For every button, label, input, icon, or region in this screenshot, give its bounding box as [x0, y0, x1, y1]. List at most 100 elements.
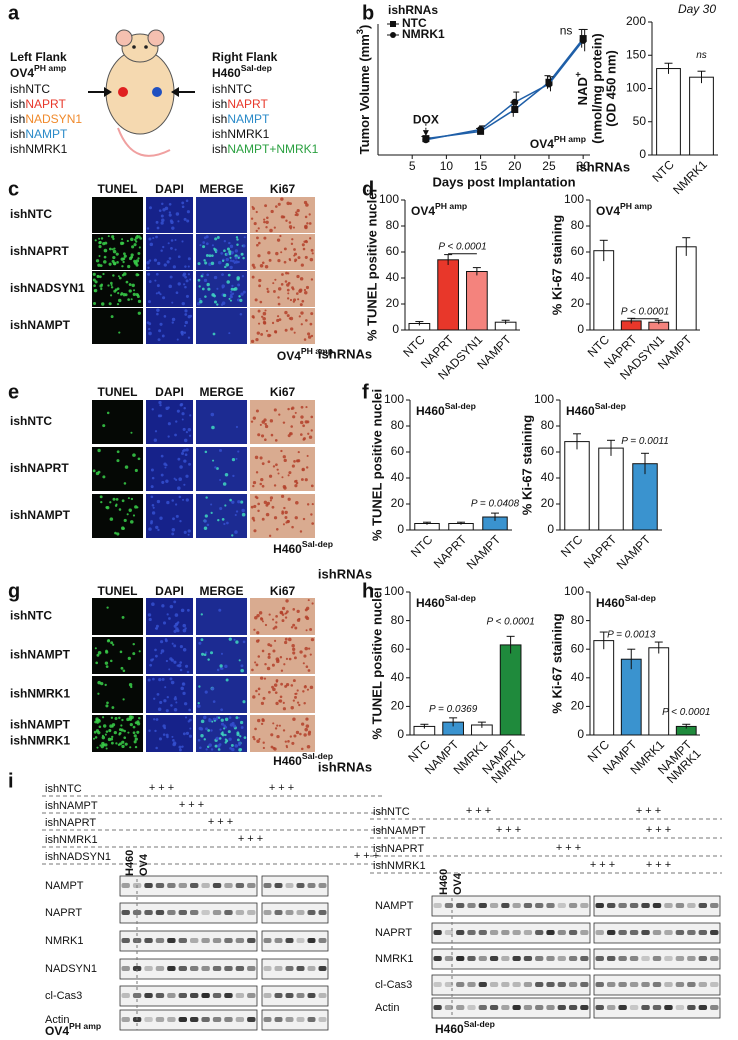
cell — [232, 724, 237, 728]
bar — [648, 647, 670, 736]
cell — [257, 433, 261, 437]
cell — [100, 237, 104, 240]
cell — [100, 287, 103, 291]
cell — [107, 737, 112, 742]
cell — [123, 729, 126, 733]
cell — [118, 716, 121, 720]
cell — [275, 701, 279, 706]
cell — [136, 295, 140, 299]
text-part: OV4 — [45, 1024, 69, 1038]
band — [629, 956, 639, 961]
cell — [151, 602, 155, 606]
cell — [220, 652, 224, 655]
cell — [310, 278, 314, 281]
cell — [219, 506, 223, 511]
cell — [229, 256, 232, 259]
cell — [155, 220, 159, 224]
cell — [111, 248, 114, 251]
band — [618, 930, 627, 935]
cell — [284, 616, 288, 619]
cell — [282, 484, 287, 489]
cell — [311, 252, 314, 255]
cell — [305, 616, 310, 621]
cell — [212, 700, 216, 703]
cell — [280, 449, 283, 453]
cell — [119, 742, 122, 746]
y-tick-label: 60 — [571, 641, 585, 655]
cell — [232, 259, 235, 263]
y-axis-label: % TUNEL positive nuclei — [369, 587, 384, 739]
y-axis-label: % Ki-67 staining — [549, 215, 564, 315]
cell — [291, 525, 294, 529]
cell — [108, 262, 112, 266]
band — [190, 938, 199, 943]
band — [580, 982, 589, 987]
cell — [148, 259, 152, 262]
cell — [239, 720, 244, 725]
band — [247, 910, 256, 915]
cell — [183, 702, 188, 706]
cell — [304, 224, 308, 229]
cell — [231, 250, 235, 254]
cell — [228, 716, 232, 719]
cell — [207, 287, 211, 291]
band — [247, 1017, 256, 1022]
cell — [152, 677, 155, 681]
cell — [164, 466, 167, 469]
cell — [233, 287, 238, 291]
micrograph — [196, 400, 247, 444]
band — [675, 956, 685, 961]
cell — [273, 484, 277, 487]
cell — [217, 716, 221, 719]
cell — [118, 733, 121, 736]
cell — [257, 309, 261, 313]
cell — [305, 203, 309, 207]
band — [675, 930, 685, 935]
cell — [304, 685, 307, 688]
cell — [173, 629, 177, 633]
cell — [258, 738, 261, 741]
cell — [173, 624, 177, 628]
cell — [224, 725, 228, 729]
band — [641, 956, 650, 961]
band — [618, 956, 627, 961]
cell — [204, 295, 207, 298]
cell — [122, 293, 126, 297]
band — [535, 903, 544, 908]
cell — [228, 737, 232, 741]
cell — [255, 210, 258, 214]
cell — [259, 456, 263, 460]
cell — [116, 459, 120, 463]
cell — [184, 275, 187, 279]
cell — [121, 718, 124, 722]
cell — [213, 248, 217, 252]
cell — [159, 700, 163, 705]
y-tick-label: 50 — [633, 114, 647, 128]
cell — [158, 400, 162, 405]
cell — [253, 529, 257, 533]
cell — [154, 430, 158, 433]
cell — [302, 247, 306, 251]
band — [274, 938, 283, 943]
cell — [261, 315, 264, 318]
x-tick-label: NMRK1 — [670, 157, 710, 197]
cell — [197, 262, 201, 266]
cell — [267, 652, 271, 656]
cell — [166, 500, 170, 505]
cell — [250, 505, 254, 509]
x-tick-label: NTC — [650, 157, 678, 185]
cell — [231, 458, 236, 462]
cell — [233, 261, 236, 264]
cell — [114, 288, 118, 292]
band — [710, 930, 719, 935]
cell — [168, 213, 172, 217]
cell — [293, 734, 297, 738]
band — [478, 903, 487, 908]
flank-item: ishNMRK1 — [212, 127, 270, 141]
cell — [225, 262, 230, 267]
cell — [279, 655, 283, 659]
cell — [199, 746, 202, 750]
cell — [234, 513, 237, 517]
band — [155, 1017, 165, 1022]
cell — [182, 732, 186, 736]
